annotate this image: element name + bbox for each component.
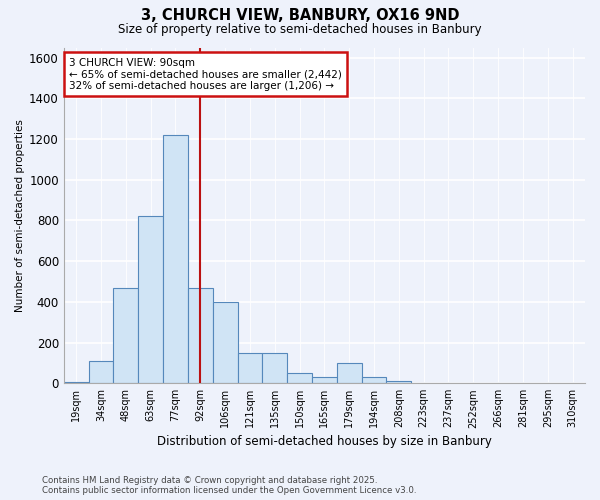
Text: 3, CHURCH VIEW, BANBURY, OX16 9ND: 3, CHURCH VIEW, BANBURY, OX16 9ND: [141, 8, 459, 22]
X-axis label: Distribution of semi-detached houses by size in Banbury: Distribution of semi-detached houses by …: [157, 434, 492, 448]
Bar: [212, 302, 238, 383]
Bar: [238, 352, 262, 383]
Y-axis label: Number of semi-detached properties: Number of semi-detached properties: [15, 119, 25, 312]
Bar: [262, 352, 287, 383]
Bar: [188, 288, 212, 383]
Bar: [89, 361, 113, 383]
Bar: [138, 216, 163, 383]
Bar: [386, 381, 411, 383]
Bar: [362, 377, 386, 383]
Bar: [163, 135, 188, 383]
Bar: [113, 288, 138, 383]
Text: Contains HM Land Registry data © Crown copyright and database right 2025.
Contai: Contains HM Land Registry data © Crown c…: [42, 476, 416, 495]
Text: 3 CHURCH VIEW: 90sqm
← 65% of semi-detached houses are smaller (2,442)
32% of se: 3 CHURCH VIEW: 90sqm ← 65% of semi-detac…: [69, 58, 342, 91]
Text: Size of property relative to semi-detached houses in Banbury: Size of property relative to semi-detach…: [118, 22, 482, 36]
Bar: [337, 363, 362, 383]
Bar: [312, 377, 337, 383]
Bar: [287, 373, 312, 383]
Bar: [64, 382, 89, 383]
